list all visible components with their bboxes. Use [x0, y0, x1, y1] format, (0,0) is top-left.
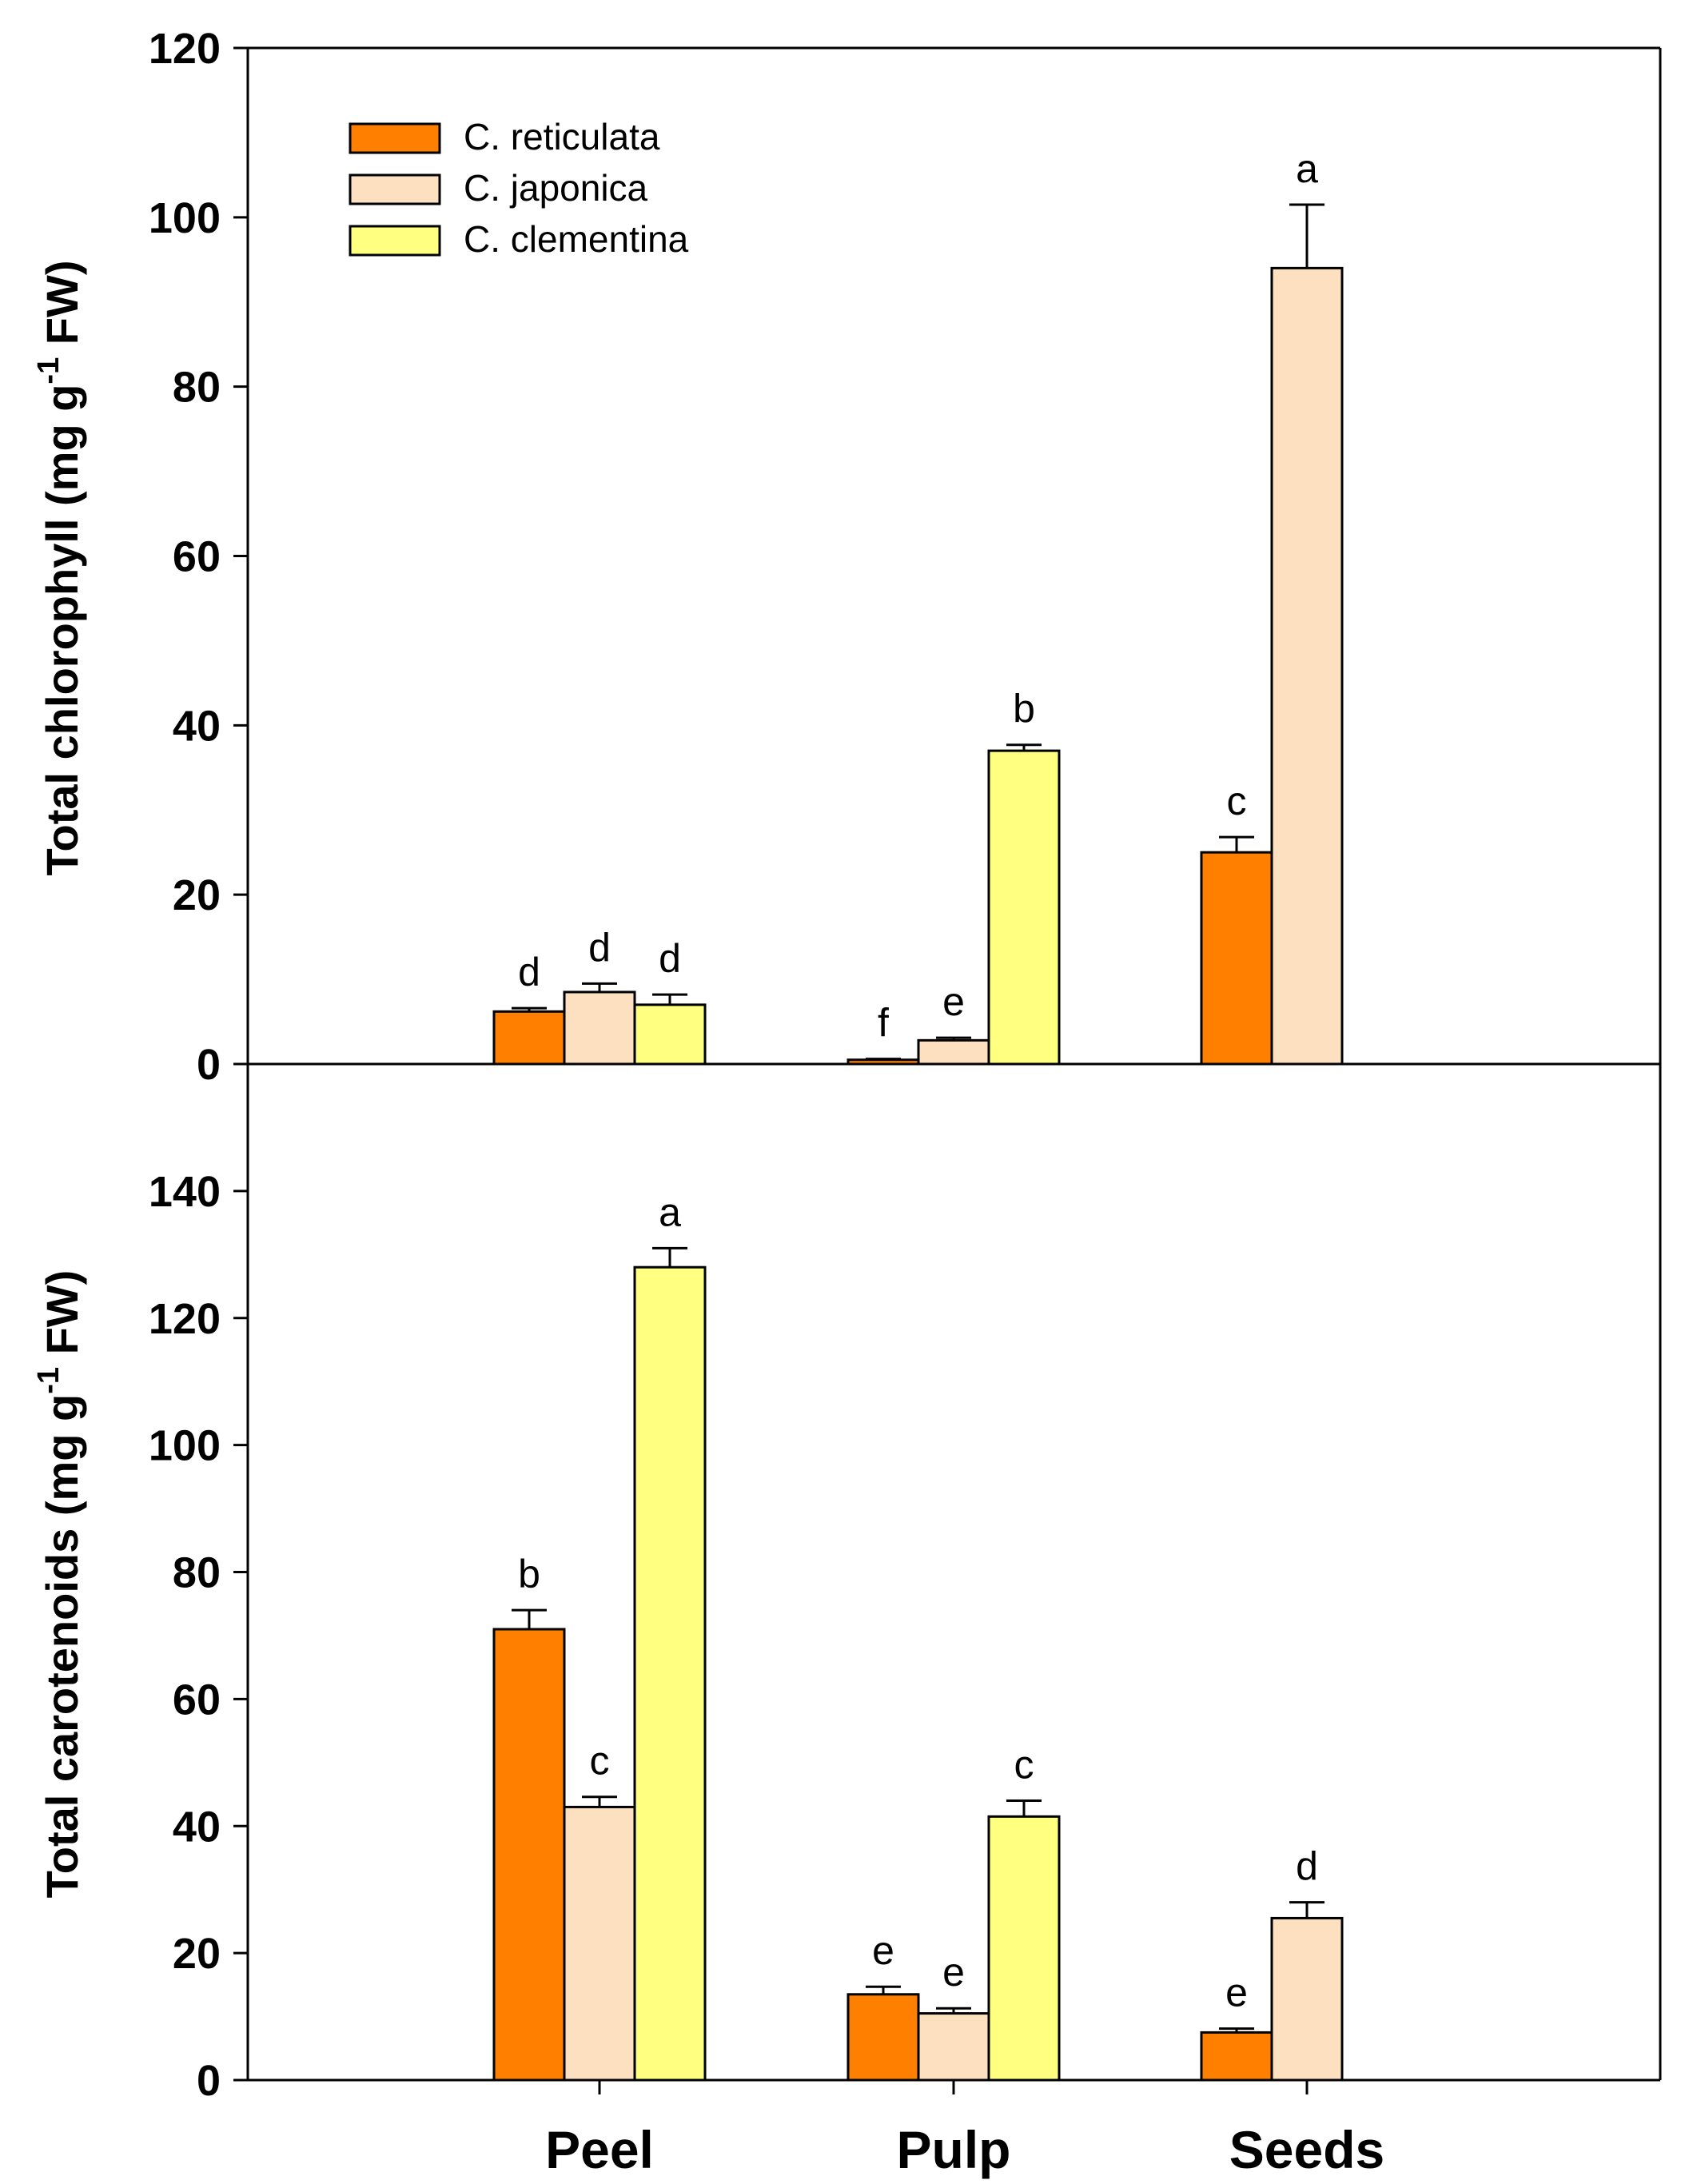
top-y-axis-title-main: Total chlorophyll (mg g: [37, 385, 87, 876]
bottom-significance-letter: e: [1225, 1971, 1248, 2015]
legend-swatch-0: [349, 122, 441, 154]
bottom-bar-peel-0: [492, 1628, 566, 2082]
x-category-label-pulp: Pulp: [897, 2120, 1011, 2179]
top-bar-pulp-1: [917, 1038, 990, 1066]
legend-label-2: C. clementina: [464, 218, 689, 260]
bottom-bar-pulp-0: [846, 1993, 920, 2082]
top-y-axis-title: Total chlorophyll (mg g-1 FW): [32, 260, 87, 875]
bottom-significance-letter: d: [1296, 1844, 1318, 1889]
top-y-tick-label: 120: [149, 25, 221, 73]
plot-frame: [233, 46, 1662, 2094]
top-y-tick-label: 40: [173, 702, 221, 750]
top-bar-seeds-1: [1270, 266, 1344, 1066]
bars-layer: [349, 122, 1344, 2082]
top-significance-letter: b: [1013, 687, 1035, 731]
top-y-axis-title-text: Total chlorophyll (mg g-1 FW): [32, 260, 87, 875]
top-bar-peel-1: [563, 990, 636, 1066]
bottom-y-tick-label: 40: [173, 1803, 221, 1851]
bottom-y-tick-label: 120: [149, 1295, 221, 1343]
top-significance-letter: d: [518, 950, 540, 994]
top-significance-letter: d: [588, 925, 611, 970]
top-bar-peel-2: [633, 1003, 707, 1066]
bottom-significance-letter: e: [942, 1950, 965, 1995]
bottom-y-axis-title-end: FW): [37, 1270, 87, 1367]
top-bar-pulp-2: [987, 749, 1061, 1066]
top-y-tick-label: 80: [173, 364, 221, 412]
bottom-y-tick-label: 140: [149, 1168, 221, 1216]
top-y-tick-label: 60: [173, 533, 221, 581]
bottom-bar-pulp-2: [987, 1815, 1061, 2082]
bottom-significance-letter: c: [590, 1739, 610, 1783]
bottom-y-axis-title-main: Total carotenoids (mg g: [37, 1394, 87, 1899]
bottom-bar-pulp-1: [917, 2012, 990, 2082]
bottom-bar-seeds-1: [1270, 1916, 1344, 2082]
bottom-bar-peel-1: [563, 1805, 636, 2082]
top-significance-letter: a: [1296, 146, 1318, 191]
top-bar-seeds-0: [1200, 851, 1273, 1066]
legend-swatch-2: [349, 225, 441, 257]
bottom-significance-letter: b: [518, 1552, 540, 1596]
text-layer: d f c d e a d b 0 20 40 60 80 100 120 Total chlorophyll…: [32, 25, 1384, 2179]
top-significance-letter: c: [1227, 779, 1247, 823]
x-category-label-peel: Peel: [545, 2120, 654, 2179]
bottom-significance-letter: e: [872, 1928, 894, 1973]
top-significance-letter: d: [659, 936, 681, 981]
bottom-y-tick-label: 60: [173, 1676, 221, 1724]
legend-label-0: C. reticulata: [464, 116, 660, 157]
top-y-axis-title-sup: -1: [32, 357, 66, 385]
bottom-y-axis-title: Total carotenoids (mg g-1 FW): [32, 1270, 87, 1899]
bottom-significance-letter: c: [1014, 1742, 1034, 1787]
bottom-y-tick-label: 100: [149, 1422, 221, 1470]
bottom-y-tick-label: 80: [173, 1549, 221, 1597]
top-significance-letter: f: [878, 1001, 889, 1046]
top-bar-peel-0: [492, 1010, 566, 1066]
bottom-y-tick-label: 0: [197, 2057, 221, 2105]
bottom-y-axis-title-sup: -1: [32, 1367, 66, 1394]
top-y-tick-label: 0: [197, 1041, 221, 1089]
legend-swatch-1: [349, 173, 441, 205]
bottom-significance-letter: a: [659, 1190, 681, 1234]
top-significance-letter: e: [942, 979, 965, 1024]
bottom-bar-seeds-0: [1200, 2031, 1273, 2082]
top-y-tick-label: 20: [173, 871, 221, 919]
bottom-y-tick-label: 20: [173, 1930, 221, 1978]
bottom-bar-peel-2: [633, 1265, 707, 2082]
legend-label-1: C. japonica: [464, 167, 648, 209]
x-category-label-seeds: Seeds: [1229, 2120, 1384, 2179]
bottom-y-axis-title-text: Total carotenoids (mg g-1 FW): [32, 1270, 87, 1899]
top-y-axis-title-end: FW): [37, 260, 87, 357]
top-y-tick-label: 100: [149, 194, 221, 242]
